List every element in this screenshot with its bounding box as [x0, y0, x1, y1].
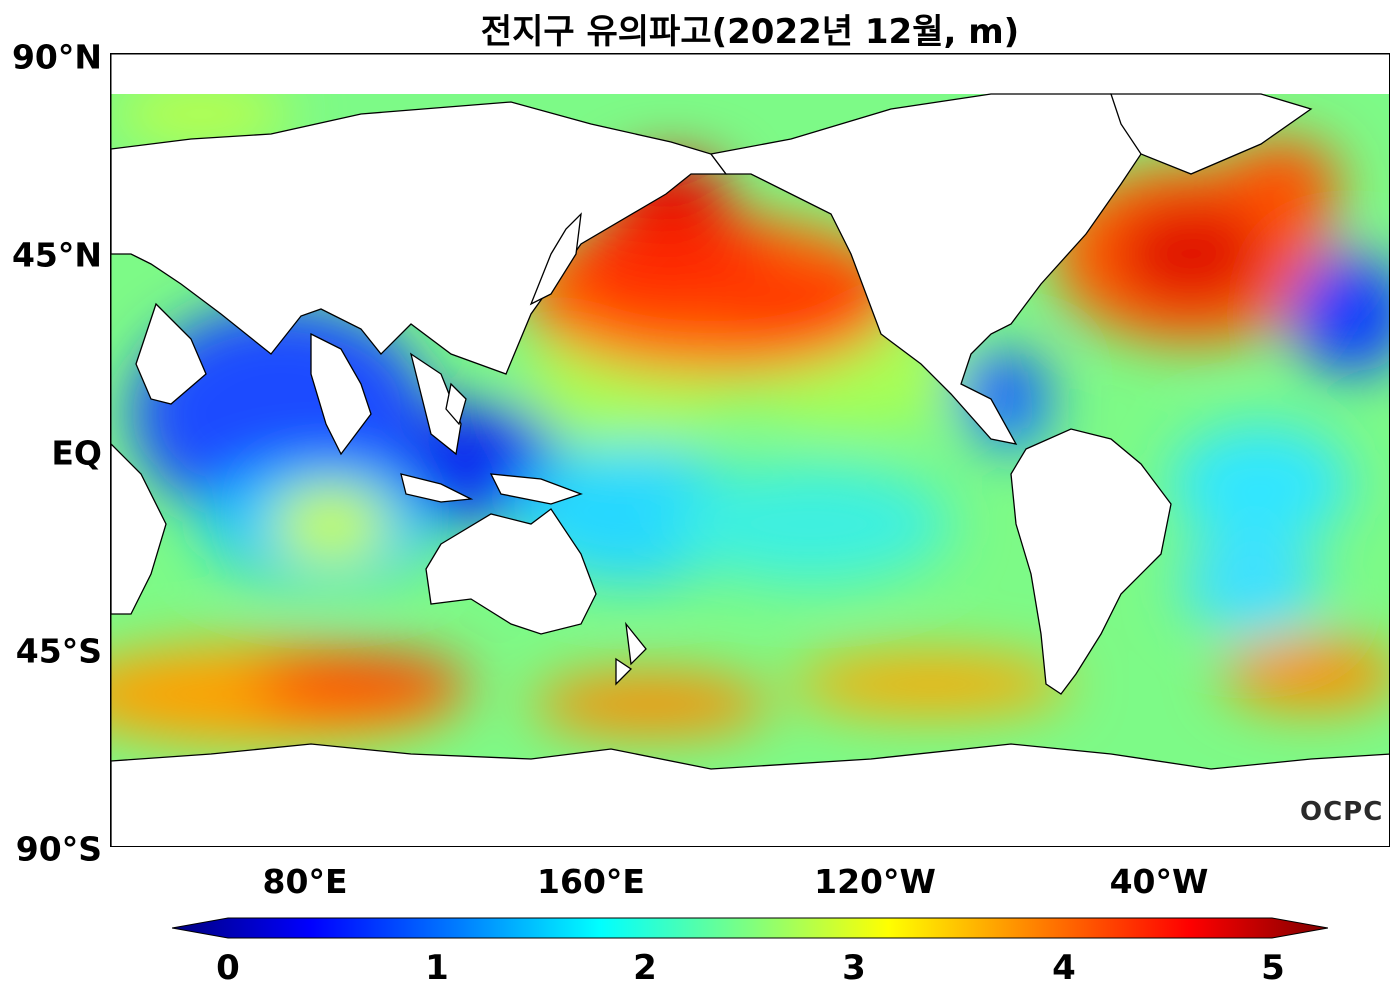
ocpc-logo: OCPC: [1300, 797, 1384, 827]
lon-label-120w: 120°W: [814, 862, 936, 901]
antarctica: [111, 743, 1389, 846]
colorbar-tick-1: 1: [425, 948, 449, 988]
lat-label-45s: 45°S: [15, 631, 102, 671]
southeast-asia: [409, 352, 462, 456]
ocean-field: [111, 94, 1389, 794]
colorbar-tick-3: 3: [842, 948, 866, 988]
lon-label-40w: 40°W: [1109, 862, 1209, 901]
colorbar-tick-5: 5: [1261, 948, 1285, 988]
australia: [425, 508, 597, 635]
africa-east: [111, 443, 167, 615]
south-america: [1010, 428, 1172, 695]
wave-height-map: [110, 53, 1390, 847]
lat-label-45n: 45°N: [11, 235, 102, 275]
colorbar-tick-2: 2: [633, 948, 657, 988]
indonesia: [400, 473, 583, 505]
lon-label-160e: 160°E: [537, 862, 645, 901]
colorbar-tick-0: 0: [216, 948, 240, 988]
lat-label-90n: 90°N: [11, 37, 102, 77]
new-zealand: [615, 621, 647, 686]
map-canvas: [111, 54, 1389, 846]
greenland: [1110, 93, 1313, 175]
eurasia-africa: [111, 101, 728, 375]
philippines: [445, 382, 467, 426]
lon-label-80e: 80°E: [262, 862, 348, 901]
lat-label-eq: EQ: [51, 433, 102, 473]
land: [111, 93, 1389, 846]
lat-label-90s: 90°S: [15, 829, 102, 869]
map-title: 전지구 유의파고(2022년 12월, m): [480, 12, 1020, 52]
arabia-india: [135, 302, 372, 456]
colorbar: [172, 917, 1328, 939]
japan: [529, 212, 582, 306]
colorbar-tick-4: 4: [1052, 948, 1076, 988]
